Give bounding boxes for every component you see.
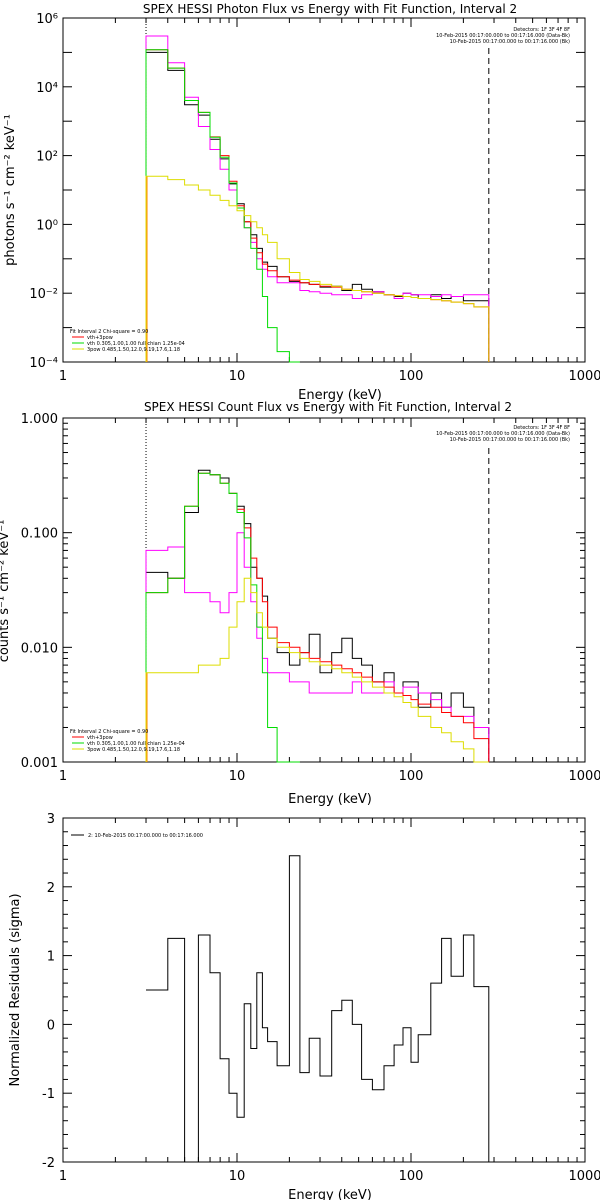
legend-vth-3pow: vth+3pow [87,735,113,741]
y-tick-label: 3 [47,812,55,827]
x-tick-label: 1000 [568,369,600,384]
y-tick-label: 10⁴ [36,81,58,96]
legend-vth-3pow: vth+3pow [87,335,113,341]
series-vth-3pow-line [145,472,490,762]
series-data-line [145,51,490,362]
count-flux-legend-bottom: Fit Interval 2 Chi-square = 0.90 vth+3po… [70,729,185,753]
x-tick-label: 1000 [568,769,600,784]
y-tick-label: -2 [42,1156,55,1171]
x-tick-label: 1 [59,1169,67,1184]
photon-flux-title: SPEX HESSI Photon Flux vs Energy with Fi… [143,2,517,16]
y-tick-label: 10⁻⁴ [29,356,58,371]
legend-3pow: 3pow 0.485,1.50,12.0,9.19,17.6,1.18 [87,747,180,753]
series-vth-line [145,49,300,363]
series-background-line [145,532,490,762]
count-flux-plot-area [145,418,490,763]
series-residuals-line [146,855,490,1163]
photon-flux-panel: SPEX HESSI Photon Flux vs Energy with Fi… [3,2,600,403]
x-tick-label: 100 [399,369,424,384]
y-tick-label: 1 [47,950,55,965]
series-3pow-line [145,577,489,763]
count-flux-axes: 1 10 100 1000 0.001 0.010 0.100 1.000 [21,412,600,784]
x-tick-label: 100 [399,769,424,784]
series-3pow-line [145,175,490,362]
count-flux-panel: SPEX HESSI Count Flux vs Energy with Fit… [0,400,600,807]
series-data-line [145,469,490,762]
photon-flux-plot-area [145,18,490,363]
y-tick-label: 2 [47,881,55,896]
residuals-plot-area [146,855,490,1163]
legend-background-interval: 10-Feb-2015 00:17:00.000 to 00:17:16.000… [450,437,570,443]
count-flux-xlabel: Energy (keV) [288,792,372,807]
y-tick-label: 0 [47,1018,55,1033]
x-tick-label: 10 [229,369,246,384]
legend-background-interval: 10-Feb-2015 00:17:00.000 to 00:17:16.000… [450,39,570,45]
legend-vth: vth 0.305,1.00,1.00 full chian 1.25e-04 [87,341,185,347]
count-flux-ylabel: counts s⁻¹ cm⁻² keV⁻¹ [0,520,12,663]
legend-data-interval: 10-Feb-2015 00:17:00.000 to 00:17:16.000… [436,33,570,39]
photon-flux-legend-top: Detectors: 1F 3F 4F 8F 10-Feb-2015 00:17… [436,27,570,45]
photon-flux-axes: 1 10 100 1000 10⁻⁴ 10⁻² 10⁰ 10² 10⁴ 10⁶ [29,12,600,384]
series-vth-line [145,472,300,763]
residuals-panel: Energy (keV) Normalized Residuals (sigma… [8,812,600,1200]
x-tick-label: 1000 [568,1169,600,1184]
residuals-xlabel: Energy (keV) [288,1188,372,1200]
y-tick-label: 10² [36,150,58,165]
legend-data-interval: 10-Feb-2015 00:17:00.000 to 00:17:16.000… [436,431,570,437]
x-tick-label: 10 [229,769,246,784]
photon-flux-ylabel: photons s⁻¹ cm⁻² keV⁻¹ [3,114,18,266]
x-tick-label: 10 [229,1169,246,1184]
plot-frame [62,417,586,763]
y-tick-label: 0.010 [21,641,58,656]
y-tick-label: 1.000 [21,412,58,427]
residuals-axes: 1 10 100 1000 -2 -1 0 1 2 3 [42,812,600,1184]
x-tick-label: 100 [399,1169,424,1184]
x-tick-label: 1 [59,769,67,784]
y-tick-label: -1 [42,1087,55,1102]
y-tick-label: 10⁰ [36,218,58,233]
series-vth-3pow-line [145,49,490,362]
legend-detectors: Detectors: 1F 3F 4F 8F [513,27,570,33]
count-flux-legend-top: Detectors: 1F 3F 4F 8F 10-Feb-2015 00:17… [436,425,570,443]
legend-fit-interval: Fit Interval 2 Chi-square = 0.90 [70,329,148,335]
y-tick-label: 0.100 [21,527,58,542]
photon-flux-xlabel: Energy (keV) [298,388,382,403]
count-flux-title: SPEX HESSI Count Flux vs Energy with Fit… [144,400,512,414]
y-tick-label: 10⁶ [36,12,58,27]
y-tick-label: 10⁻² [29,287,58,302]
legend-3pow: 3pow 0.485,1.50,12.0,9.19,17.6,1.18 [87,347,180,353]
residuals-ylabel: Normalized Residuals (sigma) [8,893,23,1086]
legend-detectors: Detectors: 1F 3F 4F 8F [513,425,570,431]
legend-vth: vth 0.305,1.00,1.00 full chian 1.25e-04 [87,741,185,747]
plot-frame [62,817,586,1163]
photon-flux-legend-bottom: Fit Interval 2 Chi-square = 0.90 vth+3po… [70,329,185,353]
legend-residual-interval: 2: 10-Feb-2015 00:17:00.000 to 00:17:16.… [88,833,203,839]
legend-fit-interval: Fit Interval 2 Chi-square = 0.90 [70,729,148,735]
plot-frame [62,17,586,363]
x-tick-label: 1 [59,369,67,384]
residuals-legend: 2: 10-Feb-2015 00:17:00.000 to 00:17:16.… [71,833,203,839]
y-tick-label: 0.001 [21,756,58,771]
series-background-line [145,35,490,362]
